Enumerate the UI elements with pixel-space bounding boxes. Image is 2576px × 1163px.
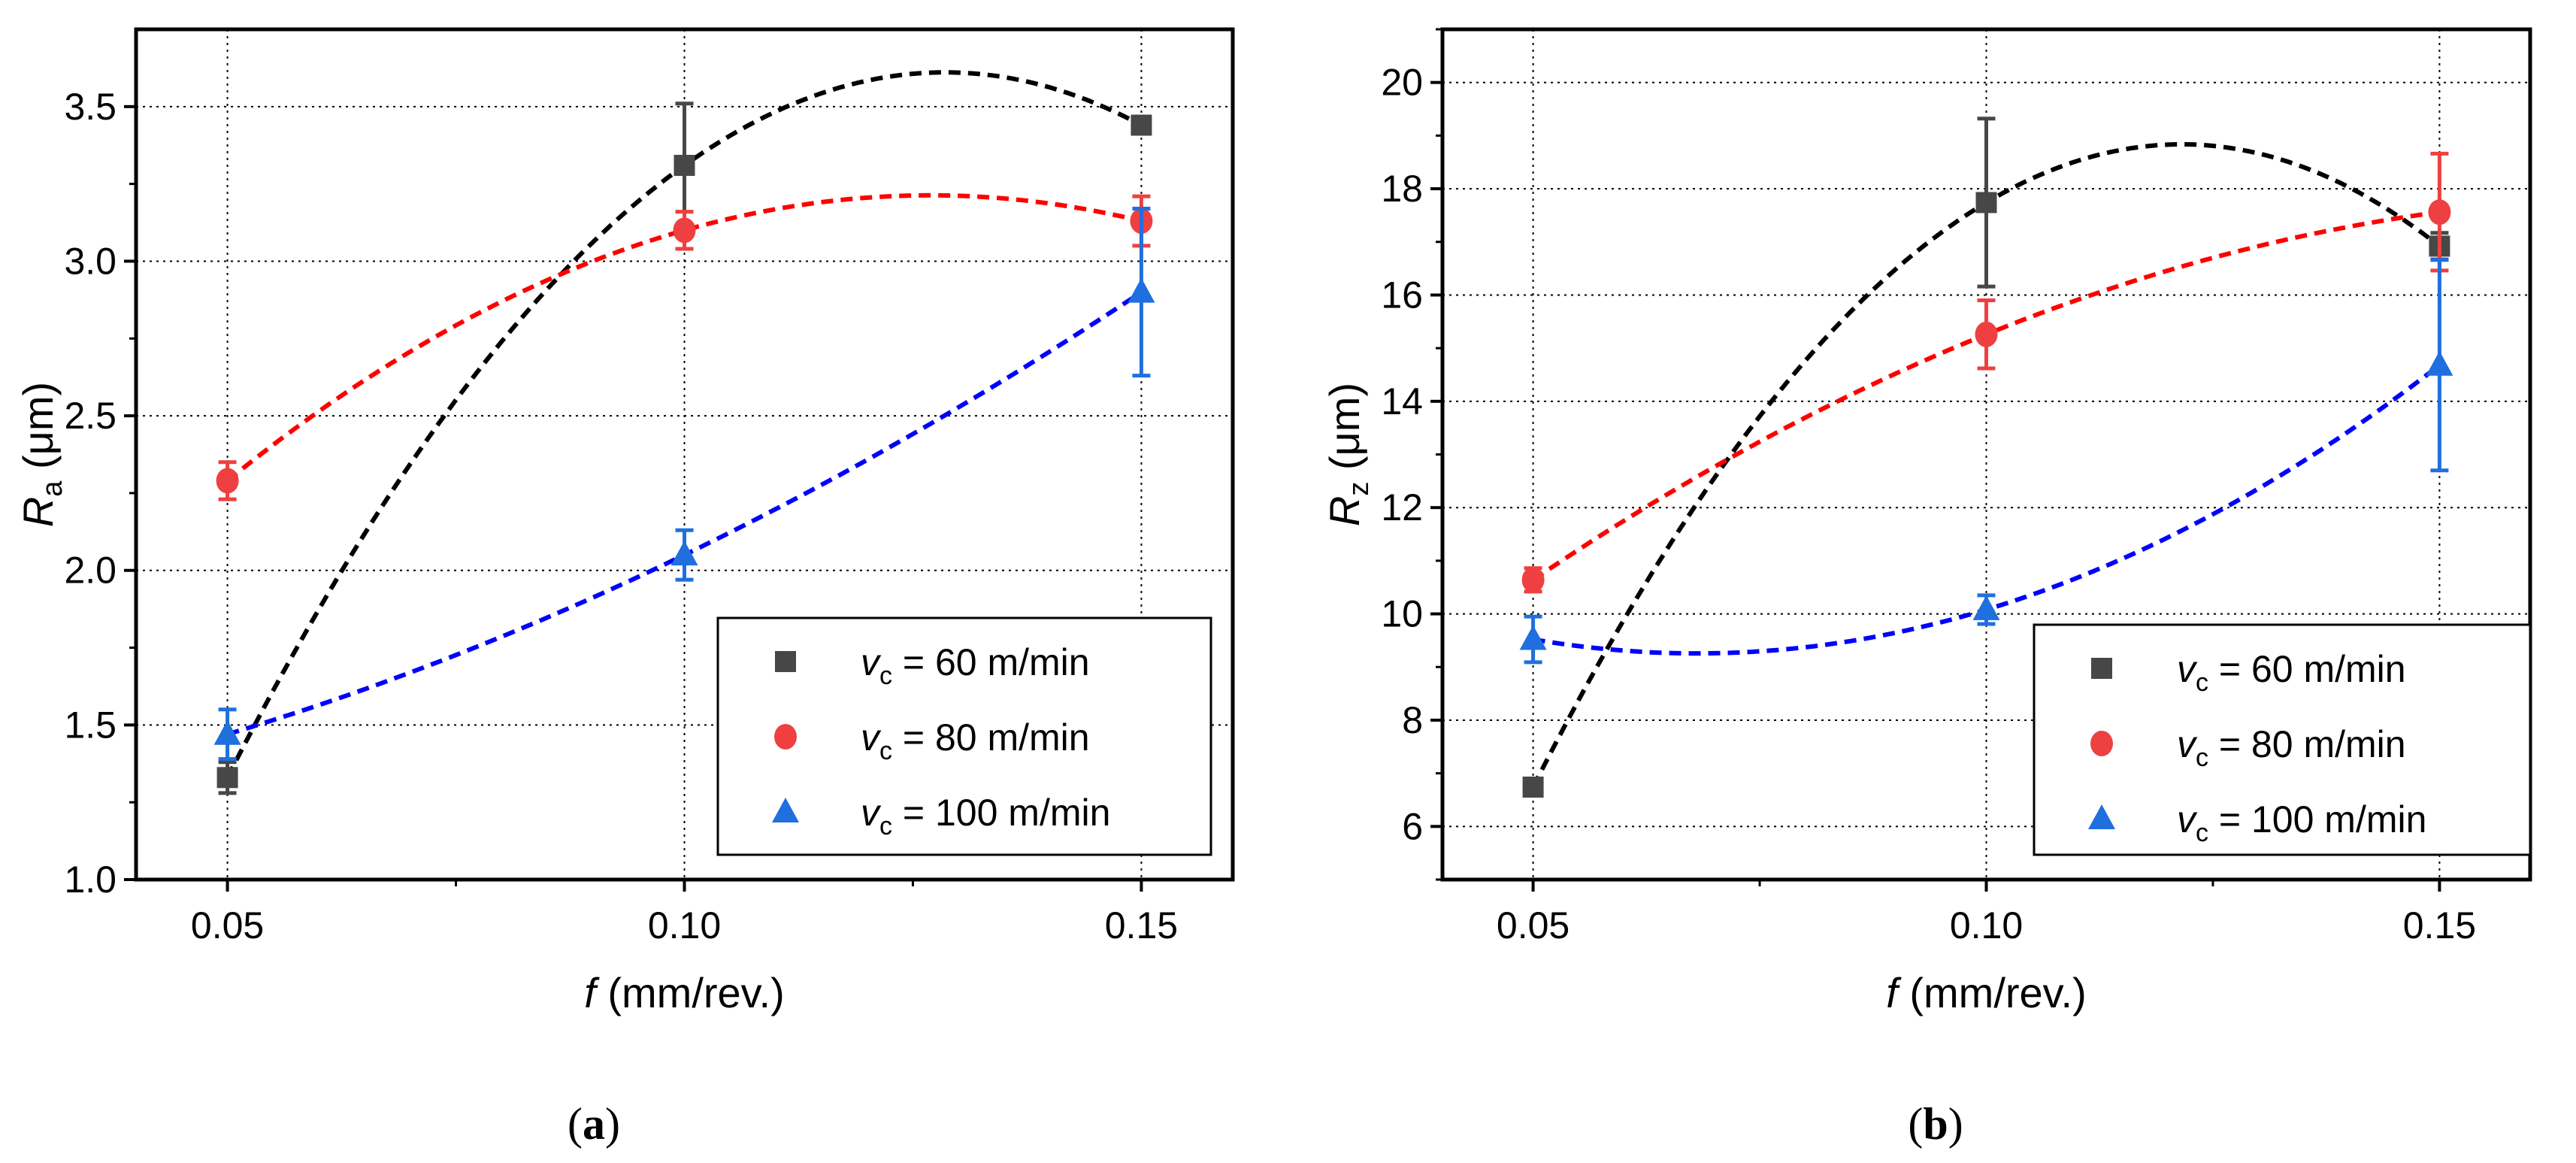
- y-tick-label: 1.5: [64, 704, 117, 746]
- x-axis-label-unit: (mm/rev.): [596, 969, 785, 1016]
- legend-label-subscript: c: [2196, 744, 2208, 772]
- legend-label-text: = 80 m/min: [892, 716, 1090, 759]
- panel-caption-close: ): [605, 1099, 620, 1149]
- y-axis-label-variable: R: [1321, 496, 1368, 526]
- panel-caption-close: ): [1948, 1099, 1963, 1149]
- panel-caption: (b): [1908, 1099, 1963, 1149]
- y-axis-label-unit: (μm): [14, 382, 62, 481]
- x-tick-label: 0.10: [648, 904, 721, 946]
- legend-marker-circle: [2090, 731, 2113, 756]
- legend-label-subscript: c: [879, 737, 892, 765]
- data-point-square: [1975, 192, 1997, 214]
- legend-label: vc = 100 m/min: [2177, 798, 2426, 847]
- data-point-circle: [1521, 567, 1545, 593]
- y-tick-label: 2.0: [64, 550, 117, 592]
- data-point-circle: [216, 468, 239, 494]
- y-tick-label: 8: [1402, 699, 1423, 741]
- legend-label-variable: v: [861, 641, 882, 683]
- data-point-triangle: [2426, 350, 2453, 376]
- chart-panel-a: 0.05 0.10 0.15 1.0 1.5 2.0 2.5 3.0 3.5 f (mm/rev.…: [14, 27, 1235, 1149]
- panel-caption: (a): [568, 1099, 620, 1149]
- legend-box: [2033, 623, 2532, 856]
- data-point-circle: [2428, 199, 2451, 226]
- data-point-triangle: [1972, 595, 2000, 620]
- y-tick-label: 3.5: [64, 86, 117, 128]
- data-point-triangle: [1128, 277, 1155, 303]
- legend-label: vc = 100 m/min: [861, 792, 1110, 840]
- legend-label-variable: v: [2177, 648, 2198, 690]
- y-tick-label: 3.0: [64, 240, 117, 282]
- x-tick-label: 0.15: [1105, 904, 1178, 946]
- data-point-circle: [1975, 321, 1998, 347]
- y-tick-label: 20: [1381, 62, 1423, 104]
- y-tick-label: 10: [1381, 593, 1423, 635]
- legend-marker-square: [2091, 658, 2112, 679]
- y-tick-label: 16: [1381, 274, 1423, 316]
- y-tick-label: 14: [1381, 380, 1423, 422]
- legend-label-variable: v: [861, 792, 882, 834]
- y-tick-label: 2.5: [64, 395, 117, 437]
- x-tick-label: 0.05: [1497, 904, 1570, 946]
- y-axis-label-subscript: a: [37, 480, 68, 497]
- legend-label-subscript: c: [2196, 668, 2208, 697]
- x-tick-label: 0.10: [1950, 904, 2023, 946]
- data-point-square: [674, 154, 695, 176]
- data-point-triangle: [213, 719, 241, 745]
- x-axis-label: f (mm/rev.): [1886, 969, 2086, 1016]
- chart-panel-b: 0.05 0.10 0.15 6 8 10 12 14 16 18 20 f (mm/rev.) Rz …: [1321, 27, 2532, 1149]
- legend-label: vc = 80 m/min: [861, 716, 1090, 765]
- legend-label-text: = 60 m/min: [2208, 648, 2406, 690]
- legend-label-text: = 80 m/min: [2208, 723, 2406, 765]
- panel-caption-open: (: [1908, 1099, 1923, 1149]
- y-tick-label: 18: [1381, 168, 1423, 210]
- legend-marker-circle: [774, 724, 797, 750]
- legend-label-text: = 100 m/min: [892, 792, 1110, 834]
- y-tick-label: 6: [1402, 805, 1423, 847]
- legend-label-variable: v: [2177, 798, 2198, 840]
- legend-label-variable: v: [861, 716, 882, 759]
- data-point-circle: [673, 217, 696, 244]
- x-tick-label: 0.15: [2403, 904, 2476, 946]
- legend-label-subscript: c: [879, 812, 892, 840]
- panel-caption-open: (: [568, 1099, 583, 1149]
- x-axis-label: f (mm/rev.): [584, 969, 784, 1016]
- data-point-square: [1131, 114, 1152, 136]
- y-axis-label: Ra (μm): [14, 382, 68, 527]
- panel-caption-letter: a: [583, 1099, 605, 1149]
- legend-label: vc = 60 m/min: [861, 641, 1090, 690]
- legend-marker-triangle: [772, 798, 799, 822]
- legend-label-text: = 100 m/min: [2208, 798, 2426, 840]
- y-axis-label-unit: (μm): [1321, 383, 1368, 482]
- data-point-triangle: [1519, 625, 1547, 650]
- legend-label-text: = 60 m/min: [892, 641, 1090, 683]
- legend-label: vc = 60 m/min: [2177, 648, 2406, 697]
- y-tick-label: 1.0: [64, 859, 117, 901]
- y-axis-label: Rz (μm): [1321, 383, 1375, 526]
- x-axis-label-unit: (mm/rev.): [1898, 969, 2087, 1016]
- legend-label-variable: v: [2177, 723, 2198, 765]
- y-axis-label-subscript: z: [1343, 482, 1375, 496]
- legend-marker-triangle: [2088, 804, 2115, 829]
- y-tick-label: 12: [1381, 486, 1423, 528]
- legend-marker-square: [775, 651, 796, 672]
- fit-curve-circle: [226, 192, 1143, 483]
- data-point-square: [1522, 777, 1544, 798]
- y-axis-label-variable: R: [14, 497, 62, 527]
- legend-label-subscript: c: [2196, 819, 2208, 847]
- data-point-triangle: [670, 541, 698, 566]
- legend-label: vc = 80 m/min: [2177, 723, 2406, 772]
- legend-box: [716, 616, 1212, 856]
- legend-label-subscript: c: [879, 662, 892, 690]
- x-tick-label: 0.05: [191, 904, 264, 946]
- data-point-square: [216, 767, 238, 789]
- panel-caption-letter: b: [1923, 1099, 1948, 1149]
